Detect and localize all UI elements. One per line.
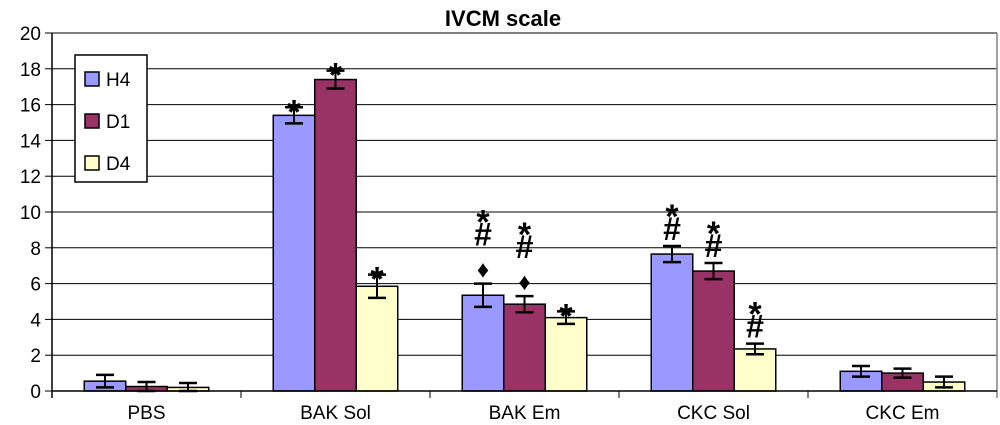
legend-label: H4: [106, 70, 131, 91]
x-category-label: PBS: [127, 403, 165, 424]
y-tick-labels: 0 2 4 6 8 10 12 14 16 18 20: [20, 24, 42, 403]
bar-d1: [692, 270, 735, 392]
asterisk-annotation: *: [748, 296, 762, 334]
diamond-annotation: ♦: [518, 269, 530, 296]
asterisk-annotation: *: [665, 198, 679, 236]
hash-annotation: #: [746, 309, 764, 345]
bar-d1: [314, 78, 357, 392]
y-tick-label: 10: [20, 203, 41, 224]
x-category-label: BAK Em: [489, 403, 561, 424]
asterisk-annotation: *: [518, 216, 532, 254]
legend-swatch-d1: [84, 113, 100, 129]
legend-label: D1: [106, 112, 130, 133]
bars: [83, 69, 966, 393]
y-tick-label: 14: [20, 131, 42, 152]
hash-annotation: #: [516, 229, 534, 265]
hash-annotation: #: [663, 211, 681, 247]
asterisk-annotation: *: [707, 215, 721, 253]
bar-h4: [650, 253, 694, 392]
bar-d4: [733, 348, 777, 392]
x-category-label: CKC Em: [866, 403, 940, 424]
axes: [45, 32, 998, 398]
asterisk-annotation: *: [287, 93, 301, 131]
asterisk-annotation: *: [329, 57, 343, 95]
legend: H4 D1 D4: [74, 54, 148, 183]
diamond-annotation: ♦: [477, 257, 489, 284]
x-category-label: CKC Sol: [677, 403, 750, 424]
y-tick-label: 16: [20, 96, 41, 117]
asterisk-annotation: *: [559, 297, 573, 335]
y-tick-label: 4: [30, 310, 41, 331]
y-tick-label: 8: [30, 239, 41, 260]
x-category-labels: PBS BAK Sol BAK Em CKC Sol CKC Em: [127, 403, 939, 424]
asterisk-annotation: *: [476, 204, 490, 242]
gridlines: [52, 32, 997, 356]
legend-swatch-h4: [84, 71, 100, 87]
hash-annotation: #: [474, 217, 492, 253]
y-tick-label: 12: [20, 167, 41, 188]
y-tick-label: 0: [30, 382, 41, 403]
y-tick-label: 6: [30, 275, 41, 296]
bar-d1: [503, 303, 546, 392]
asterisk-annotation: *: [370, 261, 384, 299]
y-tick-label: 2: [30, 346, 41, 367]
bar-d4: [355, 285, 399, 392]
legend-swatch-d4: [84, 155, 100, 171]
bar-h4: [272, 114, 316, 392]
legend-label: D4: [106, 154, 131, 175]
bar-h4: [461, 294, 505, 392]
hash-annotation: #: [705, 228, 723, 264]
x-category-label: BAK Sol: [300, 403, 371, 424]
y-tick-label: 18: [20, 60, 41, 81]
y-tick-label: 20: [20, 24, 41, 45]
significance-annotations: *** ♦#*♦#**#*#*#*: [287, 57, 764, 345]
chart-title: IVCM scale: [445, 6, 561, 31]
